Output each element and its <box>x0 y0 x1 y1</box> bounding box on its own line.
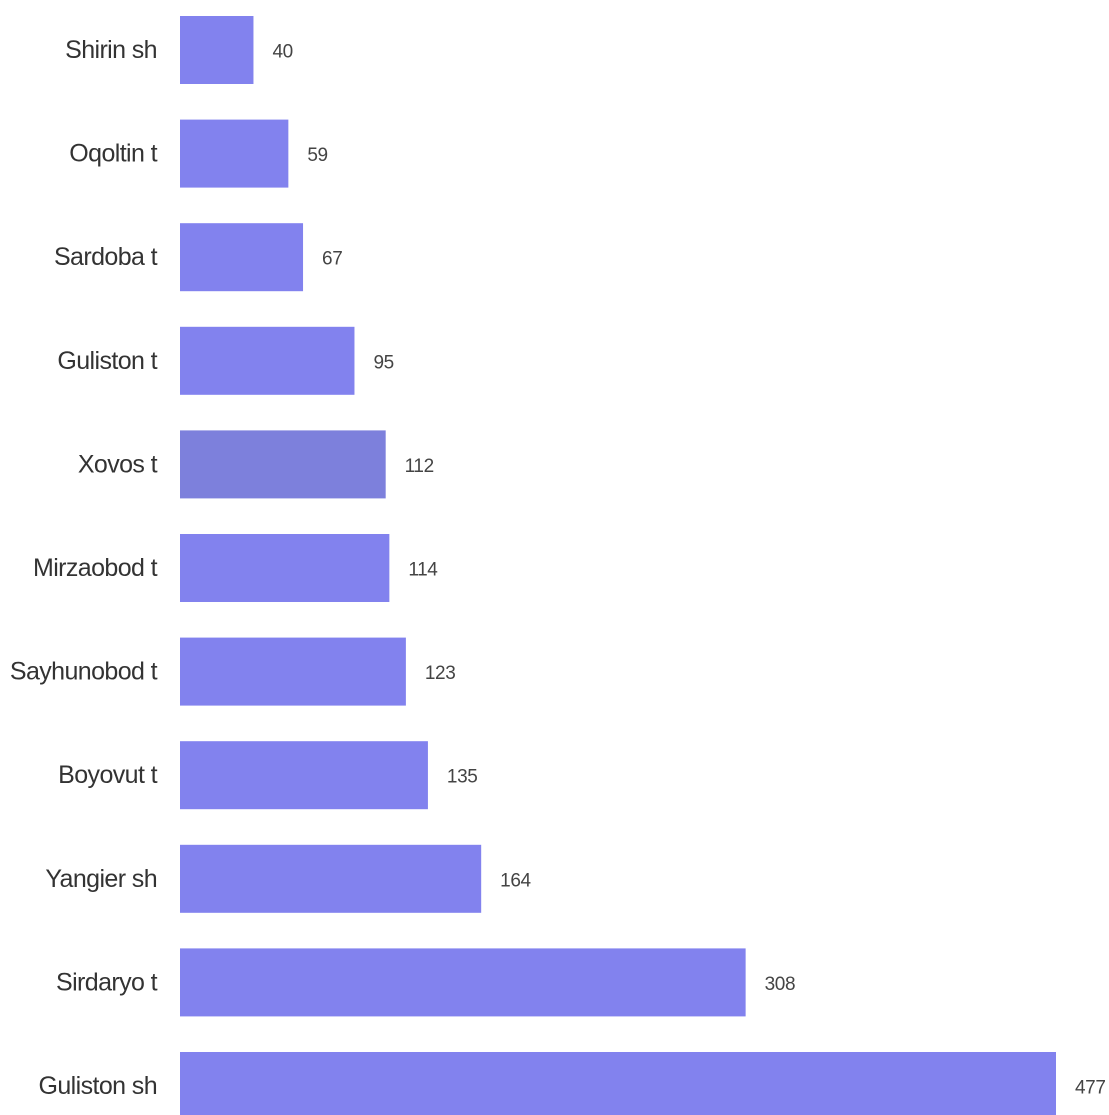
value-label-0: 40 <box>272 42 292 63</box>
value-label-7: 135 <box>447 767 478 788</box>
bar-6[interactable] <box>180 637 406 706</box>
category-label-3: Guliston t <box>57 347 157 375</box>
value-label-2: 67 <box>322 249 342 270</box>
value-label-3: 95 <box>373 352 393 373</box>
bar-4[interactable] <box>180 430 386 499</box>
value-labels-group: 40 59 67 95 112 114 123 135 164 308 477 <box>272 42 1105 1099</box>
bar-8[interactable] <box>180 844 482 913</box>
bar-3[interactable] <box>180 326 355 395</box>
category-label-5: Mirzaobod t <box>33 554 158 582</box>
category-labels-group: Shirin sh Oqoltin t Sardoba t Guliston t Xov… <box>10 36 158 1100</box>
category-label-4: Xovos t <box>78 450 158 478</box>
value-label-6: 123 <box>425 663 456 684</box>
value-label-1: 59 <box>307 145 327 166</box>
value-label-4: 112 <box>405 456 434 477</box>
bar-5[interactable] <box>180 534 390 602</box>
category-label-10: Guliston sh <box>39 1072 157 1100</box>
bar-1[interactable] <box>180 119 289 188</box>
bar-7[interactable] <box>180 741 428 810</box>
category-label-6: Sayhunobod t <box>10 658 158 686</box>
value-label-9: 308 <box>765 974 796 995</box>
value-label-5: 114 <box>408 560 438 581</box>
bar-9[interactable] <box>180 948 746 1017</box>
category-label-8: Yangier sh <box>45 865 157 893</box>
category-label-0: Shirin sh <box>65 36 157 64</box>
bar-2[interactable] <box>180 223 304 292</box>
value-label-10: 477 <box>1075 1078 1106 1099</box>
category-label-7: Boyovut t <box>58 761 157 789</box>
bar-10[interactable] <box>180 1052 1056 1115</box>
category-label-2: Sardoba t <box>54 243 158 271</box>
bar-0[interactable] <box>180 16 254 84</box>
category-label-9: Sirdaryo t <box>56 968 158 996</box>
category-label-1: Oqoltin t <box>69 140 157 168</box>
value-label-8: 164 <box>500 870 531 891</box>
bars-group <box>180 16 1056 1115</box>
